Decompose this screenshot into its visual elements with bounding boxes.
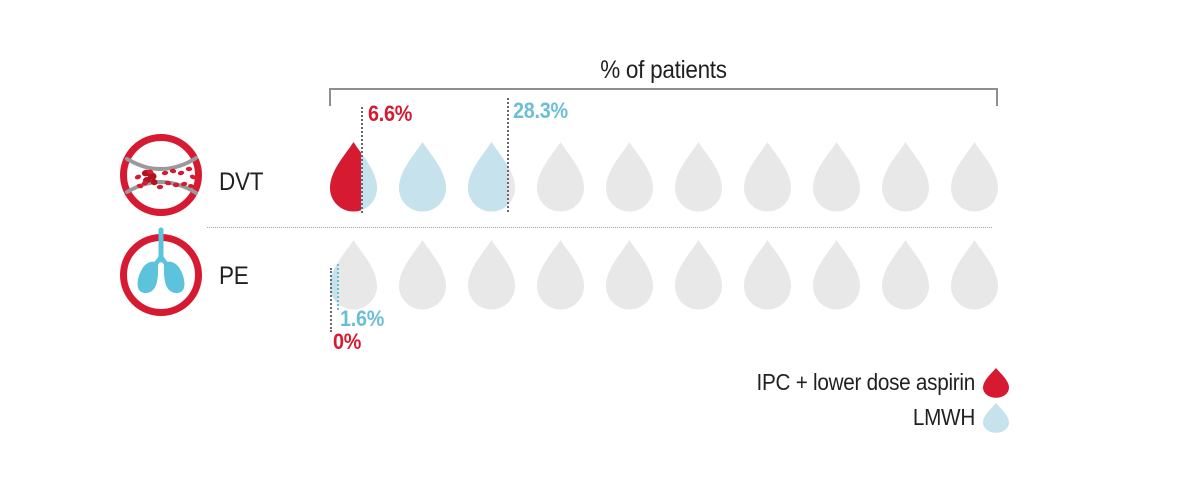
droplet-icon [537,240,584,310]
chart-title: % of patients [600,56,727,84]
value-label-pe-ipc: 0% [333,329,362,354]
droplet-icon [606,240,653,310]
droplet-icon [882,142,929,212]
droplet-icon [951,240,998,310]
marker-line-dvt-lmwh [507,98,509,212]
droplet-row-pe [330,240,998,310]
droplet-icon [813,240,860,310]
lungs-icon [119,227,203,317]
droplet-icon [399,240,446,310]
droplet-icon [330,142,377,212]
droplet-icon [606,142,653,212]
droplet-icon [744,142,791,212]
row-label-dvt: DVT [219,168,264,196]
droplet-icon [537,142,584,212]
light-blue-droplet-icon [983,403,1009,438]
value-label-dvt-lmwh: 28.3% [513,98,568,123]
marker-line-dvt-ipc [361,107,363,213]
legend-label-ipc: IPC + lower dose aspirin [756,369,976,395]
value-label-pe-lmwh: 1.6% [340,306,385,331]
value-label-dvt-ipc: 6.6% [368,101,413,126]
droplet-icon [468,240,515,310]
row-separator-line [207,227,992,228]
legend-label-lmwh: LMWH [912,404,975,430]
droplet-icon [399,142,446,212]
red-droplet-icon [983,368,1009,403]
marker-line-pe-ipc [330,268,332,332]
droplet-icon [744,240,791,310]
row-label-pe: PE [219,262,249,290]
droplet-icon [882,240,929,310]
droplet-icon [813,142,860,212]
droplet-icon [951,142,998,212]
droplet-icon [675,142,722,212]
droplet-icon [675,240,722,310]
marker-line-pe-lmwh [337,264,339,310]
blood-clot-vessel-icon [119,133,203,217]
scale-bracket [329,88,998,106]
droplet-row-dvt [330,142,998,212]
